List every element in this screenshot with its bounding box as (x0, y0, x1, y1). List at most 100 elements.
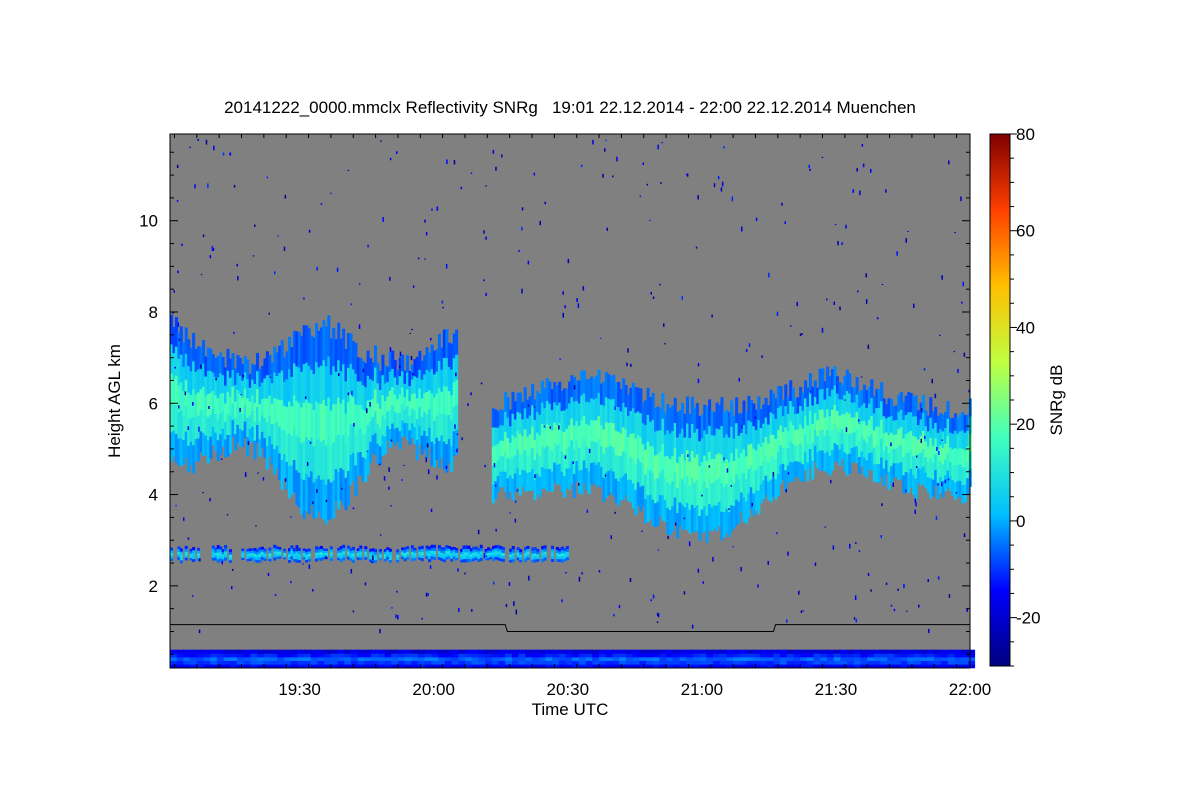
reflectivity-cell (828, 396, 832, 417)
noise-speckle (688, 541, 691, 547)
noise-speckle (776, 311, 779, 317)
reflectivity-cell (639, 664, 647, 669)
noise-speckle (174, 366, 176, 369)
reflectivity-cell (521, 419, 525, 437)
reflectivity-cell (827, 660, 835, 665)
reflectivity-cell (241, 397, 245, 414)
reflectivity-cell (939, 413, 943, 430)
reflectivity-cell (209, 436, 213, 459)
reflectivity-cell (189, 418, 193, 442)
reflectivity-cell (224, 421, 228, 440)
reflectivity-cell (384, 664, 392, 669)
reflectivity-cell (383, 558, 387, 562)
reflectivity-cell (922, 466, 926, 485)
reflectivity-cell (349, 393, 353, 425)
reflectivity-cell (310, 653, 319, 658)
reflectivity-cell (789, 441, 793, 462)
reflectivity-cell (848, 393, 852, 414)
noise-speckle (453, 160, 456, 165)
reflectivity-cell (440, 435, 444, 458)
reflectivity-cell (679, 649, 687, 654)
reflectivity-cell (595, 397, 599, 421)
reflectivity-cell (332, 442, 336, 481)
reflectivity-cell (256, 551, 260, 555)
reflectivity-cell (656, 406, 660, 431)
reflectivity-cell (290, 550, 294, 554)
reflectivity-cell (521, 469, 525, 487)
reflectivity-cell (435, 371, 439, 394)
reflectivity-cell (700, 414, 704, 439)
reflectivity-cell (413, 555, 417, 558)
reflectivity-cell (526, 454, 530, 473)
reflectivity-cell (406, 355, 410, 373)
reflectivity-cell (315, 400, 319, 440)
noise-speckle (527, 404, 530, 407)
noise-speckle (599, 337, 602, 339)
reflectivity-cell (477, 553, 481, 557)
reflectivity-cell (216, 356, 220, 378)
reflectivity-cell (872, 413, 876, 431)
reflectivity-cell (337, 649, 345, 654)
reflectivity-cell (872, 447, 876, 465)
reflectivity-cell (467, 548, 471, 553)
reflectivity-cell (769, 412, 773, 435)
reflectivity-cell (555, 555, 559, 560)
reflectivity-cell (907, 392, 911, 413)
reflectivity-cell (505, 664, 513, 669)
reflectivity-cell (356, 452, 360, 477)
reflectivity-cell (686, 502, 690, 530)
noise-speckle (720, 187, 723, 192)
reflectivity-cell (324, 405, 328, 446)
reflectivity-cell (411, 660, 419, 665)
reflectivity-cell (374, 554, 378, 558)
reflectivity-cell (499, 557, 503, 562)
reflectivity-cell (437, 550, 441, 555)
reflectivity-cell (587, 379, 591, 403)
reflectivity-cell (344, 664, 352, 669)
reflectivity-cell (273, 448, 277, 475)
reflectivity-cell (177, 549, 181, 552)
reflectivity-cell (746, 660, 754, 665)
reflectivity-cell (260, 556, 264, 560)
reflectivity-cell (202, 340, 206, 364)
reflectivity-cell (452, 551, 456, 555)
reflectivity-cell (447, 390, 451, 416)
reflectivity-cell (695, 403, 699, 429)
reflectivity-cell (273, 551, 277, 555)
reflectivity-cell (295, 366, 299, 401)
reflectivity-cell (221, 428, 225, 447)
reflectivity-cell (401, 554, 405, 557)
reflectivity-cell (840, 429, 844, 445)
reflectivity-cell (248, 428, 252, 443)
reflectivity-cell (926, 446, 930, 462)
reflectivity-cell (388, 554, 392, 558)
reflectivity-cell (791, 406, 795, 426)
reflectivity-cell (478, 649, 486, 654)
reflectivity-cell (292, 427, 296, 460)
reflectivity-cell (848, 413, 852, 434)
reflectivity-cell (297, 402, 301, 438)
reflectivity-cell (214, 413, 218, 433)
noise-speckle (741, 424, 743, 429)
reflectivity-cell (715, 453, 719, 480)
reflectivity-cell (418, 657, 426, 661)
noise-speckle (757, 584, 759, 588)
reflectivity-cell (469, 548, 473, 552)
reflectivity-cell (726, 664, 734, 669)
reflectivity-cell (531, 384, 535, 406)
reflectivity-cell (843, 376, 847, 396)
reflectivity-cell (290, 465, 294, 495)
reflectivity-cell (899, 409, 903, 428)
reflectivity-cell (831, 449, 835, 471)
reflectivity-cell (847, 664, 855, 669)
reflectivity-cell (793, 660, 801, 665)
reflectivity-cell (540, 445, 544, 468)
noise-speckle (302, 563, 304, 565)
reflectivity-cell (501, 440, 505, 457)
reflectivity-cell (374, 367, 378, 390)
noise-speckle (484, 464, 486, 468)
noise-speckle (936, 447, 938, 451)
reflectivity-cell (634, 412, 638, 439)
reflectivity-cell (558, 553, 562, 557)
reflectivity-cell (447, 342, 451, 367)
